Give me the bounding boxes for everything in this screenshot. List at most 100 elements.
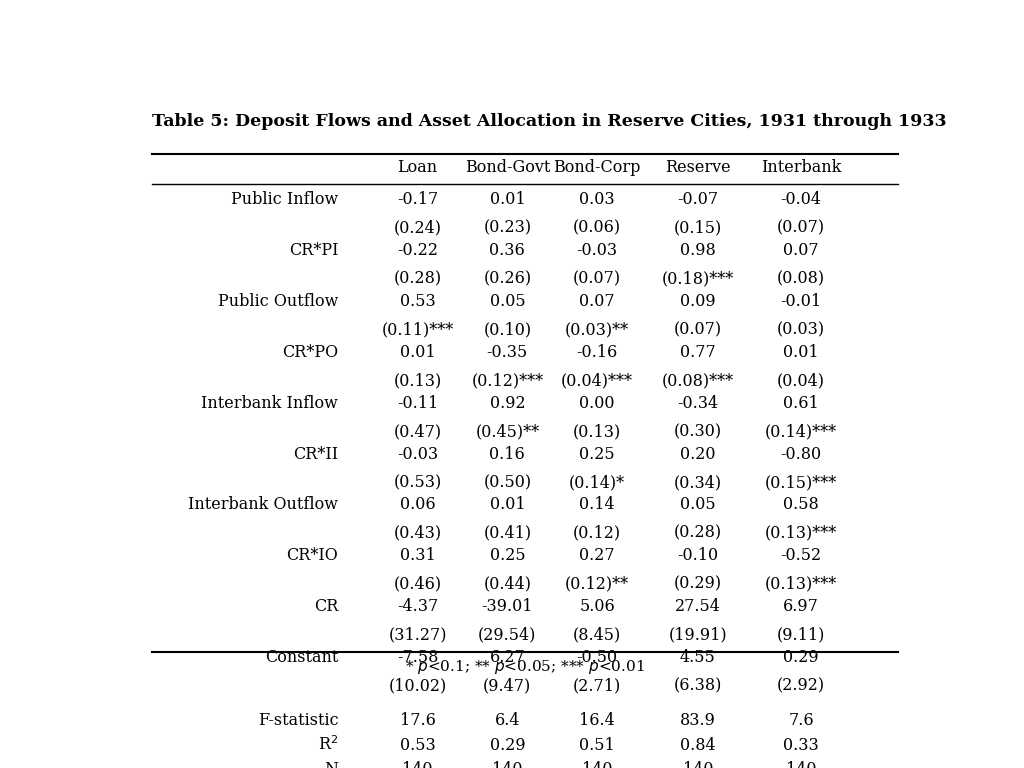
Text: 17.6: 17.6 [399, 712, 435, 729]
Text: -0.52: -0.52 [780, 548, 821, 564]
Text: 0.14: 0.14 [580, 496, 614, 514]
Text: (0.08)***: (0.08)*** [662, 372, 734, 389]
Text: (0.10): (0.10) [483, 321, 531, 339]
Text: 0.84: 0.84 [680, 737, 716, 753]
Text: 140: 140 [582, 761, 612, 768]
Text: 27.54: 27.54 [675, 598, 721, 615]
Text: 0.58: 0.58 [783, 496, 819, 514]
Text: 0.77: 0.77 [680, 344, 716, 361]
Text: 0.25: 0.25 [489, 548, 525, 564]
Text: (0.23): (0.23) [483, 220, 531, 237]
Text: (0.43): (0.43) [393, 525, 441, 541]
Text: (0.12)**: (0.12)** [565, 576, 629, 593]
Text: -0.16: -0.16 [577, 344, 617, 361]
Text: -0.50: -0.50 [577, 649, 617, 666]
Text: 4.55: 4.55 [680, 649, 716, 666]
Text: (2.71): (2.71) [572, 677, 622, 694]
Text: (0.06): (0.06) [573, 220, 622, 237]
Text: (0.14)*: (0.14)* [569, 474, 625, 491]
Text: Constant: Constant [265, 649, 338, 666]
Text: (0.53): (0.53) [393, 474, 441, 491]
Text: 0.29: 0.29 [489, 737, 525, 753]
Text: 0.25: 0.25 [580, 445, 614, 462]
Text: -4.37: -4.37 [397, 598, 438, 615]
Text: Reserve: Reserve [665, 159, 730, 177]
Text: -0.34: -0.34 [677, 395, 719, 412]
Text: (0.30): (0.30) [674, 423, 722, 440]
Text: Loan: Loan [397, 159, 437, 177]
Text: -7.58: -7.58 [397, 649, 438, 666]
Text: 7.6: 7.6 [788, 712, 814, 729]
Text: 0.33: 0.33 [783, 737, 819, 753]
Text: 0.31: 0.31 [399, 548, 435, 564]
Text: -0.22: -0.22 [397, 242, 438, 259]
Text: Interbank Inflow: Interbank Inflow [202, 395, 338, 412]
Text: (9.47): (9.47) [483, 677, 531, 694]
Text: 83.9: 83.9 [680, 712, 716, 729]
Text: -0.35: -0.35 [486, 344, 528, 361]
Text: 0.07: 0.07 [783, 242, 819, 259]
Text: (0.26): (0.26) [483, 270, 531, 287]
Text: (0.47): (0.47) [393, 423, 441, 440]
Text: -0.01: -0.01 [780, 293, 821, 310]
Text: (0.13): (0.13) [393, 372, 441, 389]
Text: -0.03: -0.03 [577, 242, 617, 259]
Text: 0.51: 0.51 [580, 737, 614, 753]
Text: -0.80: -0.80 [780, 445, 821, 462]
Text: Bond-Govt: Bond-Govt [465, 159, 550, 177]
Text: (0.07): (0.07) [573, 270, 622, 287]
Text: -0.10: -0.10 [677, 548, 719, 564]
Text: -39.01: -39.01 [481, 598, 534, 615]
Text: (0.28): (0.28) [393, 270, 441, 287]
Text: R$^2$: R$^2$ [318, 736, 338, 754]
Text: 0.01: 0.01 [489, 496, 525, 514]
Text: -0.04: -0.04 [780, 191, 821, 208]
Text: (19.91): (19.91) [669, 627, 727, 644]
Text: CR*II: CR*II [293, 445, 338, 462]
Text: 6.4: 6.4 [495, 712, 520, 729]
Text: * $p$<0.1; ** $p$<0.05; *** $p$<0.01: * $p$<0.1; ** $p$<0.05; *** $p$<0.01 [404, 658, 645, 676]
Text: (0.03): (0.03) [777, 321, 825, 339]
Text: -0.07: -0.07 [677, 191, 719, 208]
Text: CR*PI: CR*PI [289, 242, 338, 259]
Text: (0.50): (0.50) [483, 474, 531, 491]
Text: (10.02): (10.02) [388, 677, 446, 694]
Text: 0.20: 0.20 [680, 445, 716, 462]
Text: 0.53: 0.53 [399, 737, 435, 753]
Text: (0.08): (0.08) [777, 270, 825, 287]
Text: CR: CR [314, 598, 338, 615]
Text: 0.05: 0.05 [489, 293, 525, 310]
Text: 0.98: 0.98 [680, 242, 716, 259]
Text: (0.24): (0.24) [393, 220, 441, 237]
Text: 6.97: 6.97 [783, 598, 819, 615]
Text: -0.11: -0.11 [397, 395, 438, 412]
Text: (0.15): (0.15) [674, 220, 722, 237]
Text: 0.53: 0.53 [399, 293, 435, 310]
Text: CR*PO: CR*PO [283, 344, 338, 361]
Text: 140: 140 [683, 761, 713, 768]
Text: -0.03: -0.03 [397, 445, 438, 462]
Text: (0.12): (0.12) [573, 525, 622, 541]
Text: (0.13)***: (0.13)*** [765, 525, 837, 541]
Text: Public Outflow: Public Outflow [218, 293, 338, 310]
Text: Table 5: Deposit Flows and Asset Allocation in Reserve Cities, 1931 through 1933: Table 5: Deposit Flows and Asset Allocat… [152, 113, 946, 130]
Text: (0.12)***: (0.12)*** [471, 372, 544, 389]
Text: (0.28): (0.28) [674, 525, 722, 541]
Text: (0.29): (0.29) [674, 576, 722, 593]
Text: (0.14)***: (0.14)*** [765, 423, 837, 440]
Text: 140: 140 [493, 761, 522, 768]
Text: Public Inflow: Public Inflow [231, 191, 338, 208]
Text: (0.41): (0.41) [483, 525, 531, 541]
Text: 0.00: 0.00 [580, 395, 614, 412]
Text: (0.07): (0.07) [777, 220, 825, 237]
Text: 0.06: 0.06 [399, 496, 435, 514]
Text: 0.05: 0.05 [680, 496, 716, 514]
Text: 140: 140 [402, 761, 433, 768]
Text: Bond-Corp: Bond-Corp [553, 159, 641, 177]
Text: CR*IO: CR*IO [287, 548, 338, 564]
Text: 140: 140 [785, 761, 816, 768]
Text: (2.92): (2.92) [777, 677, 825, 694]
Text: 0.27: 0.27 [580, 548, 614, 564]
Text: 0.01: 0.01 [783, 344, 819, 361]
Text: (0.34): (0.34) [674, 474, 722, 491]
